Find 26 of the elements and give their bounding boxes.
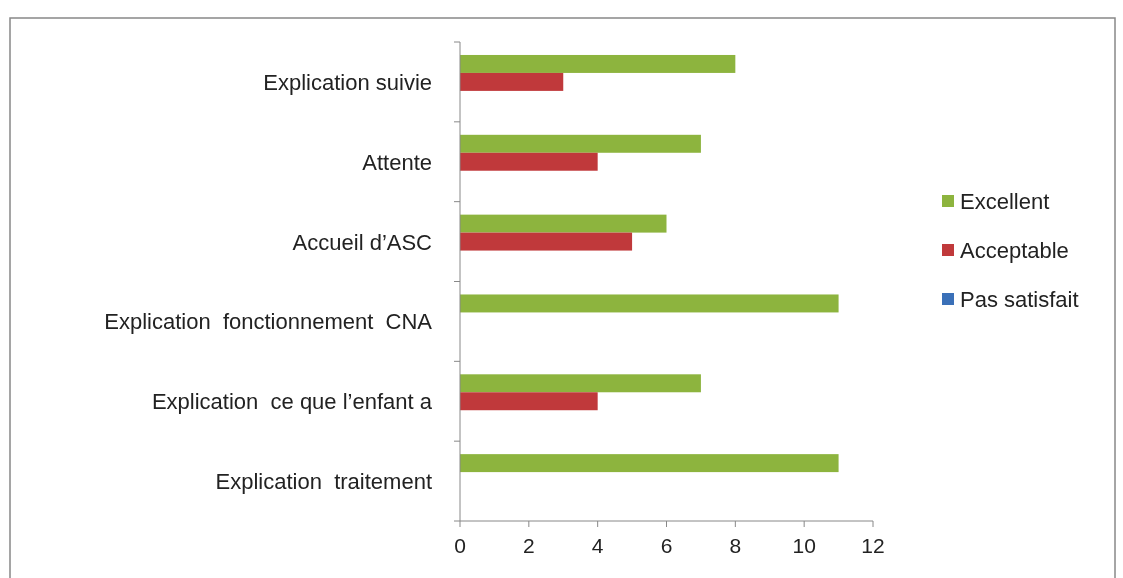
bar [460,54,736,73]
x-tick-label: 10 [792,534,816,557]
bar [460,294,839,313]
y-tick-label: Explication fonctionnement CNA [104,309,433,335]
bar [460,232,633,251]
legend-label: Pas satisfait [960,287,1079,312]
y-tick-label: Explication suivie [263,69,432,95]
x-tick-label: 4 [591,534,604,557]
y-tick-label: Accueil d’ASC [292,229,433,255]
legend-label: Acceptable [960,238,1069,263]
y-tick-label: Explication ce que l’enfant a [151,389,433,415]
bar [460,72,564,91]
bar [460,134,701,153]
bar [460,392,598,411]
x-tick-label: 0 [454,534,466,557]
bar [460,214,667,233]
bar [460,374,701,393]
y-tick-label: Attente [362,149,432,175]
x-tick-label: 8 [729,534,742,557]
bar [460,152,598,171]
x-tick-label: 12 [861,534,885,557]
bar [460,454,839,473]
x-tick-label: 2 [522,534,535,557]
x-tick-label: 6 [660,534,673,557]
y-tick-label: Explication traitement [215,469,432,495]
legend-label: Excellent [960,189,1050,214]
